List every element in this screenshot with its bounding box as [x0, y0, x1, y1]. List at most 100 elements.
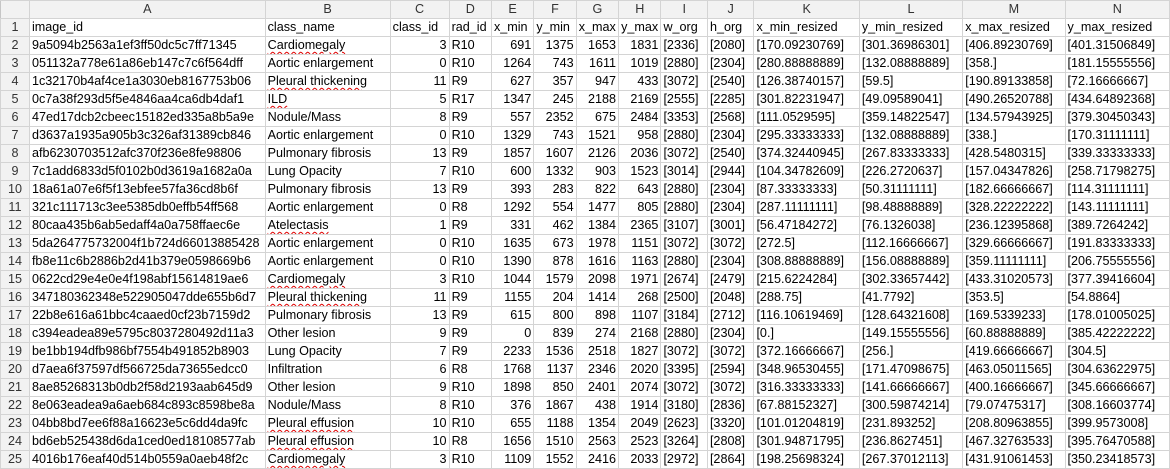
- cell[interactable]: [157.04347826]: [962, 162, 1066, 181]
- cell[interactable]: [2808]: [706, 432, 755, 451]
- cell[interactable]: [41.7792]: [858, 288, 964, 307]
- cell[interactable]: 615: [490, 306, 535, 325]
- cell[interactable]: 7: [389, 162, 450, 181]
- cell[interactable]: 11: [389, 288, 450, 307]
- cell[interactable]: [400.16666667]: [962, 378, 1066, 397]
- cell[interactable]: afb6230703512afc370f236e8fe98806: [28, 144, 266, 163]
- cell[interactable]: R8: [448, 360, 492, 379]
- cell[interactable]: 1163: [618, 252, 662, 271]
- cell[interactable]: [329.66666667]: [962, 234, 1066, 253]
- cell[interactable]: [301.82231947]: [753, 90, 860, 109]
- cell[interactable]: 2484: [618, 108, 662, 127]
- cell[interactable]: [419.66666667]: [962, 342, 1066, 361]
- cell[interactable]: [87.33333333]: [753, 180, 860, 199]
- cell[interactable]: [339.33333333]: [1064, 144, 1170, 163]
- column-header[interactable]: L: [858, 0, 964, 19]
- cell[interactable]: 8: [389, 108, 450, 127]
- cell[interactable]: [3072]: [660, 342, 708, 361]
- cell[interactable]: 433: [618, 72, 662, 91]
- cell[interactable]: 051132a778e61a86eb147c7c6f564dff: [28, 54, 266, 73]
- cell[interactable]: [3014]: [660, 162, 708, 181]
- cell[interactable]: h_org: [706, 18, 755, 37]
- cell[interactable]: [3320]: [706, 414, 755, 433]
- cell[interactable]: 8: [389, 396, 450, 415]
- cell[interactable]: [2479]: [706, 270, 755, 289]
- cell[interactable]: 0: [490, 324, 535, 343]
- cell[interactable]: Pulmonary fibrosis: [264, 144, 391, 163]
- cell[interactable]: 9: [389, 324, 450, 343]
- cell[interactable]: 268: [618, 288, 662, 307]
- cell[interactable]: [2336]: [660, 36, 708, 55]
- cell[interactable]: image_id: [28, 18, 266, 37]
- cell[interactable]: [169.5339233]: [962, 306, 1066, 325]
- cell[interactable]: 1: [389, 216, 450, 235]
- column-header[interactable]: J: [706, 0, 755, 19]
- cell[interactable]: [490.26520788]: [962, 90, 1066, 109]
- cell[interactable]: ILD: [264, 90, 391, 109]
- cell[interactable]: R10: [448, 162, 492, 181]
- cell[interactable]: 1384: [575, 216, 620, 235]
- cell[interactable]: 2233: [490, 342, 535, 361]
- cell[interactable]: [132.08888889]: [858, 126, 964, 145]
- cell[interactable]: 347180362348e522905047dde655b6d7: [28, 288, 266, 307]
- cell[interactable]: [374.32440945]: [753, 144, 860, 163]
- cell[interactable]: 2033: [618, 450, 662, 469]
- cell[interactable]: [3184]: [660, 306, 708, 325]
- cell[interactable]: [126.38740157]: [753, 72, 860, 91]
- cell[interactable]: R10: [448, 396, 492, 415]
- cell[interactable]: 1635: [490, 234, 535, 253]
- cell[interactable]: [304.5]: [1064, 342, 1170, 361]
- column-header[interactable]: B: [264, 0, 391, 19]
- row-number[interactable]: 2: [0, 36, 30, 55]
- cell[interactable]: [2880]: [660, 180, 708, 199]
- cell[interactable]: [198.25698324]: [753, 450, 860, 469]
- cell[interactable]: 13: [389, 180, 450, 199]
- cell[interactable]: 2020: [618, 360, 662, 379]
- row-number[interactable]: 6: [0, 108, 30, 127]
- cell[interactable]: 274: [575, 324, 620, 343]
- cell[interactable]: 9a5094b2563a1ef3ff50dc5c7ff71345: [28, 36, 266, 55]
- cell[interactable]: 3: [389, 36, 450, 55]
- cell[interactable]: Nodule/Mass: [264, 396, 391, 415]
- cell[interactable]: [236.12395868]: [962, 216, 1066, 235]
- cell[interactable]: 245: [533, 90, 577, 109]
- row-number[interactable]: 5: [0, 90, 30, 109]
- cell[interactable]: 1292: [490, 198, 535, 217]
- row-number[interactable]: 22: [0, 396, 30, 415]
- row-number[interactable]: 8: [0, 144, 30, 163]
- cell[interactable]: class_name: [264, 18, 391, 37]
- cell[interactable]: R9: [448, 216, 492, 235]
- cell[interactable]: 1523: [618, 162, 662, 181]
- cell[interactable]: 2365: [618, 216, 662, 235]
- cell[interactable]: R10: [448, 414, 492, 433]
- cell[interactable]: 743: [533, 54, 577, 73]
- cell[interactable]: 0: [389, 126, 450, 145]
- cell[interactable]: [206.75555556]: [1064, 252, 1170, 271]
- cell[interactable]: Pleural effusion: [264, 414, 391, 433]
- cell[interactable]: 7c1add6833d5f0102b0d3619a1682a0a: [28, 162, 266, 181]
- cell[interactable]: fb8e11c6b2886b2d41b379e0598669b6: [28, 252, 266, 271]
- cell[interactable]: 1827: [618, 342, 662, 361]
- cell[interactable]: 438: [575, 396, 620, 415]
- cell[interactable]: 0: [389, 252, 450, 271]
- row-number[interactable]: 19: [0, 342, 30, 361]
- cell[interactable]: R10: [448, 36, 492, 55]
- cell[interactable]: [434.64892368]: [1064, 90, 1170, 109]
- cell[interactable]: R8: [448, 432, 492, 451]
- cell[interactable]: Pleural thickening: [264, 288, 391, 307]
- cell[interactable]: 47ed17dcb2cbeec15182ed335a8b5a9e: [28, 108, 266, 127]
- cell[interactable]: [0.]: [753, 324, 860, 343]
- cell[interactable]: 627: [490, 72, 535, 91]
- cell[interactable]: 2518: [575, 342, 620, 361]
- cell[interactable]: [2864]: [706, 450, 755, 469]
- cell[interactable]: 655: [490, 414, 535, 433]
- cell[interactable]: 6: [389, 360, 450, 379]
- cell[interactable]: [350.23418573]: [1064, 450, 1170, 469]
- cell[interactable]: [181.15555556]: [1064, 54, 1170, 73]
- cell[interactable]: 2346: [575, 360, 620, 379]
- cell[interactable]: 331: [490, 216, 535, 235]
- cell[interactable]: [67.88152327]: [753, 396, 860, 415]
- cell[interactable]: [401.31506849]: [1064, 36, 1170, 55]
- cell[interactable]: [3072]: [660, 144, 708, 163]
- cell[interactable]: [191.83333333]: [1064, 234, 1170, 253]
